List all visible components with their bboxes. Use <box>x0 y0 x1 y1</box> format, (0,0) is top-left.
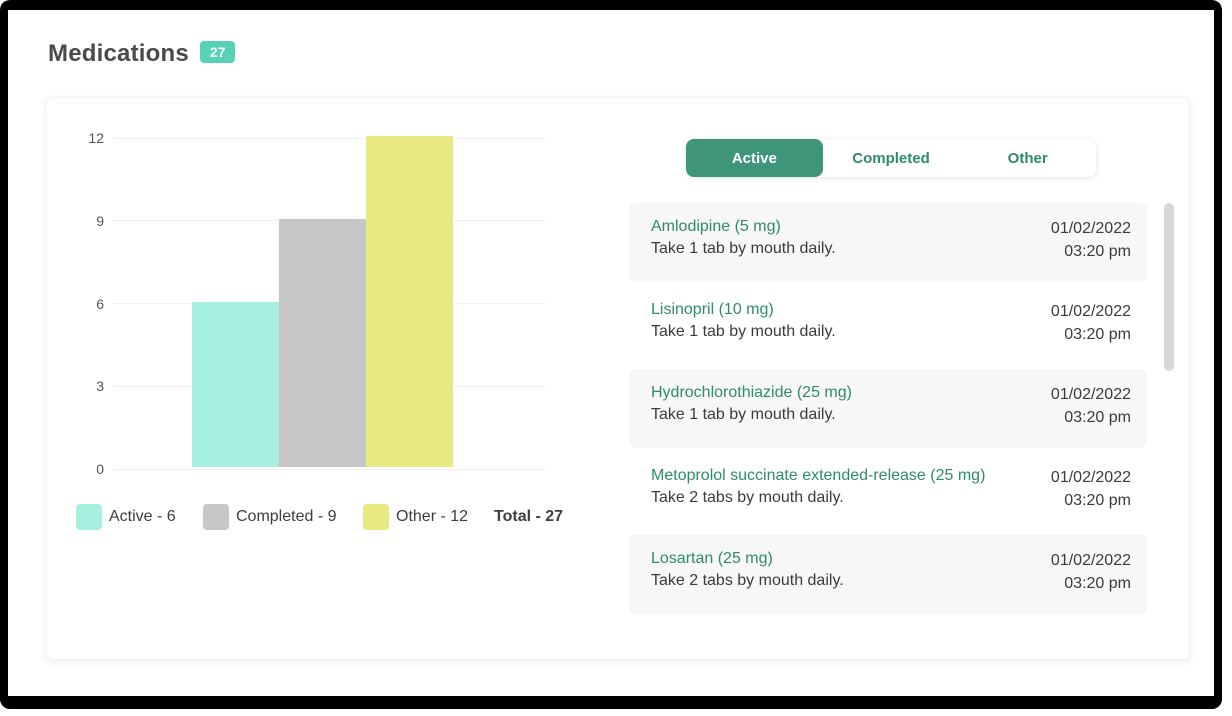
medications-card: 12 9 6 3 0 <box>46 97 1190 660</box>
gridline <box>113 137 546 139</box>
medication-date: 01/02/2022 <box>1050 220 1131 237</box>
y-tick-label: 3 <box>96 378 104 395</box>
medication-instructions: Take 2 tabs by mouth daily. <box>651 572 844 589</box>
medication-datetime: 01/02/2022 03:20 pm <box>1051 466 1131 512</box>
legend-label: Other - 12 <box>396 508 469 525</box>
legend-swatch-active <box>76 504 102 530</box>
medication-name: Lisinopril (10 mg) <box>651 301 774 318</box>
legend-swatch-completed <box>203 504 229 530</box>
legend-item-completed: Completed - 9 <box>203 504 337 530</box>
medication-datetime: 01/02/2022 03:20 pm <box>1051 549 1131 595</box>
legend-label: Active - 6 <box>109 508 176 525</box>
legend-label: Completed - 9 <box>236 508 337 525</box>
chart-legend: Active - 6 Completed - 9 Other - 12 Tota… <box>47 504 617 530</box>
medication-list: Amlodipine (5 mg) Take 1 tab by mouth da… <box>629 203 1147 618</box>
medication-time: 03:20 pm <box>1064 409 1131 426</box>
bar-other <box>366 136 453 467</box>
medications-count-badge: 27 <box>199 41 236 63</box>
medication-row[interactable]: Hydrochlorothiazide (25 mg) Take 1 tab b… <box>629 369 1147 448</box>
y-tick-label: 0 <box>96 461 104 477</box>
medication-date: 01/02/2022 <box>1050 386 1131 403</box>
medication-datetime: 01/02/2022 03:20 pm <box>1051 300 1131 346</box>
bar-active <box>192 301 279 467</box>
medication-name: Amlodipine (5 mg) <box>651 218 781 235</box>
medication-date: 01/02/2022 <box>1050 552 1131 569</box>
medication-row[interactable]: Metoprolol succinate extended-release (2… <box>629 452 1147 531</box>
tab-other[interactable]: Other <box>959 139 1096 177</box>
medication-date: 01/02/2022 <box>1050 303 1131 320</box>
medication-row[interactable]: Amlodipine (5 mg) Take 1 tab by mouth da… <box>629 203 1147 282</box>
medication-datetime: 01/02/2022 03:20 pm <box>1051 217 1131 263</box>
page-header: Medications 27 <box>48 40 236 68</box>
legend-total: Total - 27 <box>494 508 564 525</box>
bar-completed <box>279 218 366 467</box>
tab-active[interactable]: Active <box>686 139 823 177</box>
medication-instructions: Take 1 tab by mouth daily. <box>651 240 836 257</box>
legend-item-other: Other - 12 <box>363 504 468 530</box>
list-scrollbar-thumb[interactable] <box>1164 203 1174 371</box>
medication-name: Losartan (25 mg) <box>651 550 773 567</box>
medication-time: 03:20 pm <box>1064 575 1131 592</box>
medication-name: Hydrochlorothiazide (25 mg) <box>651 384 852 401</box>
medication-time: 03:20 pm <box>1064 243 1131 260</box>
legend-swatch-other <box>363 504 389 530</box>
medication-date: 01/02/2022 <box>1050 469 1131 486</box>
y-tick-label: 9 <box>96 212 104 229</box>
y-axis-tick: 12 <box>64 128 546 148</box>
medication-instructions: Take 2 tabs by mouth daily. <box>651 489 844 506</box>
tab-completed[interactable]: Completed <box>823 139 960 177</box>
y-axis-tick: 0 <box>64 459 546 479</box>
medication-row[interactable]: Lisinopril (10 mg) Take 1 tab by mouth d… <box>629 286 1147 365</box>
medication-datetime: 01/02/2022 03:20 pm <box>1051 383 1131 429</box>
medication-time: 03:20 pm <box>1064 326 1131 343</box>
gridline <box>113 468 546 470</box>
medication-time: 03:20 pm <box>1064 492 1131 509</box>
medication-row[interactable]: Losartan (25 mg) Take 2 tabs by mouth da… <box>629 535 1147 614</box>
medication-instructions: Take 1 tab by mouth daily. <box>651 323 836 340</box>
status-tabbar: Active Completed Other <box>686 139 1096 177</box>
medication-name: Metoprolol succinate extended-release (2… <box>651 467 986 484</box>
y-tick-label: 6 <box>96 295 104 312</box>
y-tick-label: 12 <box>88 130 104 146</box>
legend-item-active: Active - 6 <box>76 504 176 530</box>
page-title: Medications <box>48 40 189 67</box>
medication-instructions: Take 1 tab by mouth daily. <box>651 406 836 423</box>
